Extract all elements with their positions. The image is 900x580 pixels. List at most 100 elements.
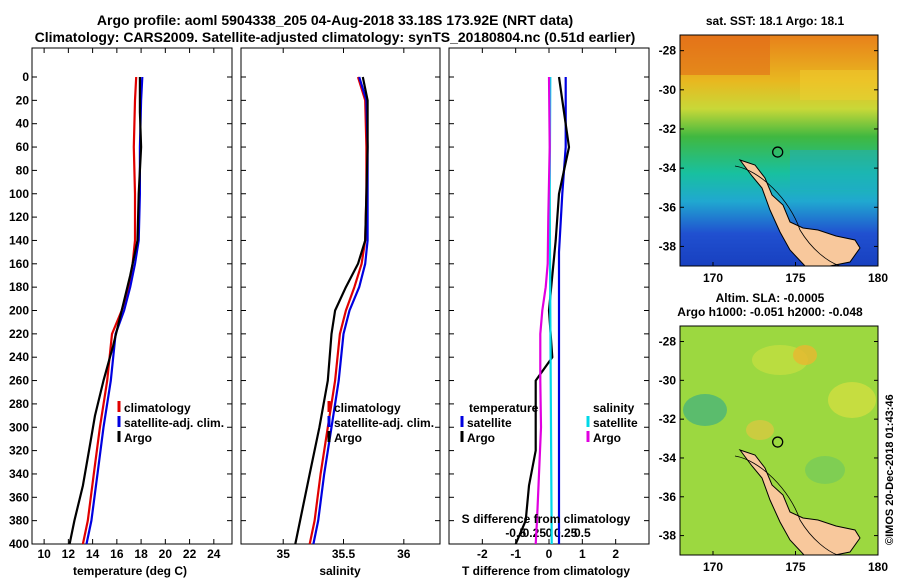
s-tick-label: 0.5	[574, 526, 591, 540]
map-y-tick-label: -34	[659, 161, 677, 175]
legend-label-argo: Argo	[124, 431, 152, 445]
y-tick-label: 360	[9, 490, 29, 504]
map-y-tick-label: -34	[659, 451, 677, 465]
sst-warm-patch	[800, 70, 878, 100]
x-tick-label: 35	[277, 547, 291, 561]
sla-map-title: Altim. SLA: -0.0005	[716, 291, 825, 305]
x-tick-label: 14	[86, 547, 100, 561]
sla-high-patch	[793, 345, 817, 365]
y-tick-label: 140	[9, 233, 29, 247]
map-y-tick-label: -38	[659, 529, 677, 543]
s-tick-label: 0	[546, 526, 553, 540]
sst-map-frame	[679, 34, 879, 267]
legend-label-climatology: climatology	[124, 401, 191, 415]
x-tick-label: 2	[612, 547, 619, 561]
difference-legend: temperature satellite Argo salinity sate…	[460, 401, 638, 445]
legend-label-t-argo: Argo	[467, 431, 495, 445]
y-tick-label: 100	[9, 187, 29, 201]
y-tick-label: 380	[9, 514, 29, 528]
legend-label-t-satellite: satellite	[467, 416, 512, 430]
salinity-x-label: salinity	[319, 564, 361, 578]
sla-map	[680, 326, 878, 555]
sla-map-subtitle: Argo h1000: -0.051 h2000: -0.048	[677, 305, 863, 319]
sla-map-frame	[679, 325, 879, 556]
temperature-panel: 0 20 40 60 80 100 120 140 160 180 200 220 240 260 280 3…	[9, 47, 233, 561]
y-tick-label: 60	[16, 140, 30, 154]
map-y-tick-label: -30	[659, 83, 677, 97]
x-tick-label: 10	[37, 547, 51, 561]
isobath	[734, 455, 839, 555]
sst-map-title: sat. SST: 18.1 Argo: 18.1	[706, 14, 845, 28]
x-tick-label: -2	[477, 547, 488, 561]
x-tick-label: 35.5	[332, 547, 356, 561]
sla-high-patch	[828, 382, 876, 418]
map-x-tick-label: 175	[785, 560, 805, 574]
series-line-s-argo	[534, 76, 551, 545]
map-y-tick-label: -30	[659, 373, 677, 387]
sla-low-patch	[805, 456, 845, 484]
sla-low-patch	[683, 394, 727, 426]
legend-title-temperature: temperature	[469, 401, 539, 415]
difference-panel: -2 -1 0 1 2-0.5-0.25 0 0.250.5	[448, 47, 650, 561]
legend-label-satellite-adj: satellite-adj. clim.	[334, 416, 434, 430]
s-tick-label: -0.25	[519, 526, 547, 540]
imos-credit: ©IMOS 20-Dec-2018 01:43:46	[884, 394, 896, 545]
y-tick-label: 340	[9, 467, 29, 481]
map-y-tick-label: -28	[659, 44, 677, 58]
new-zealand-land	[738, 159, 861, 266]
x-tick-label: 24	[207, 547, 221, 561]
legend-title-salinity: salinity	[593, 401, 635, 415]
legend-label-s-satellite: satellite	[593, 416, 638, 430]
header-line-1: Argo profile: aoml 5904338_205 04-Aug-20…	[97, 12, 573, 28]
salinity-difference-x-label: S difference from climatology	[462, 512, 631, 526]
map-y-tick-label: -32	[659, 412, 677, 426]
x-tick-label: 22	[183, 547, 197, 561]
x-tick-label: 12	[62, 547, 76, 561]
map-y-tick-label: -36	[659, 490, 677, 504]
legend-label-argo: Argo	[334, 431, 362, 445]
y-tick-label: 180	[9, 280, 29, 294]
y-tick-label: 80	[16, 163, 30, 177]
x-tick-label: 0	[546, 547, 553, 561]
y-tick-label: 200	[9, 304, 29, 318]
isobath	[734, 165, 841, 266]
difference-x-label: T difference from climatology	[462, 564, 630, 578]
legend-label-satellite-adj: satellite-adj. clim.	[124, 416, 224, 430]
y-tick-label: 280	[9, 397, 29, 411]
x-tick-label: 16	[110, 547, 124, 561]
y-tick-label: 240	[9, 350, 29, 364]
salinity-panel: 35 35.5 36	[240, 47, 441, 561]
x-tick-label: 36	[397, 547, 411, 561]
series-line-argo	[294, 76, 369, 545]
legend-label-s-argo: Argo	[593, 431, 621, 445]
x-tick-label: -1	[510, 547, 521, 561]
temperature-x-label: temperature (deg C)	[73, 564, 187, 578]
map-x-tick-label: 180	[868, 271, 888, 285]
y-tick-label: 120	[9, 210, 29, 224]
header-line-2: Climatology: CARS2009. Satellite-adjuste…	[35, 29, 636, 45]
map-y-tick-label: -38	[659, 239, 677, 253]
y-tick-label: 220	[9, 327, 29, 341]
y-tick-label: 20	[16, 93, 30, 107]
legend-label-climatology: climatology	[334, 401, 401, 415]
x-tick-label: 1	[579, 547, 586, 561]
map-y-tick-label: -32	[659, 122, 677, 136]
x-tick-label: 20	[159, 547, 173, 561]
argo-location-marker	[772, 436, 784, 448]
map-y-tick-label: -28	[659, 335, 677, 349]
map-x-tick-label: 175	[785, 271, 805, 285]
y-tick-label: 320	[9, 444, 29, 458]
map-x-tick-label: 180	[868, 560, 888, 574]
temperature-legend: climatology satellite-adj. clim. Argo	[117, 401, 224, 445]
y-tick-label: 260	[9, 374, 29, 388]
sla-high-patch	[746, 420, 774, 440]
series-line-argo	[68, 77, 143, 545]
y-tick-label: 0	[22, 70, 29, 84]
y-tick-label: 300	[9, 420, 29, 434]
sst-map-axes: 170 175 180 -28 -30 -32 -34 -36 -38	[659, 44, 889, 285]
salinity-legend: climatology satellite-adj. clim. Argo	[327, 401, 434, 445]
sst-cool-patch	[790, 150, 878, 190]
sst-warm-patch	[680, 35, 770, 75]
plot-frame	[31, 47, 233, 545]
